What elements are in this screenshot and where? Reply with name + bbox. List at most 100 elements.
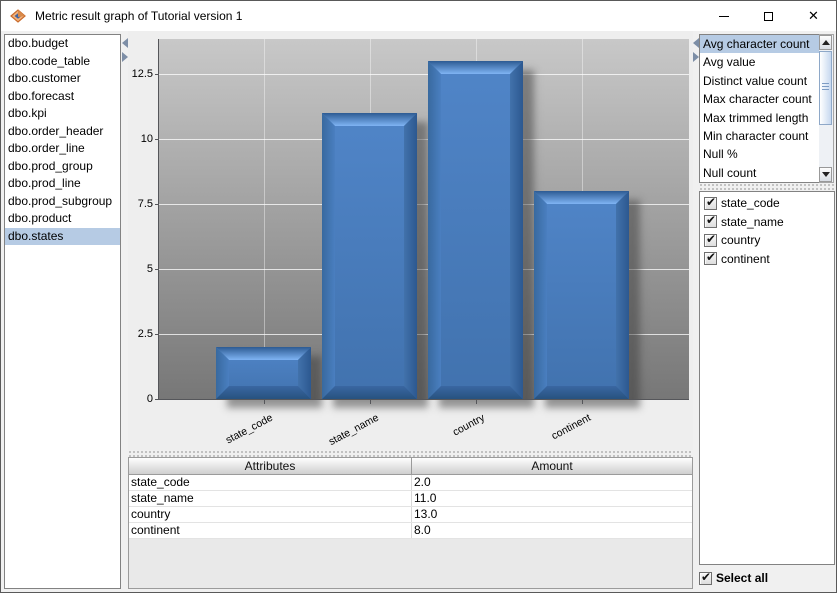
chart-bar: [534, 191, 629, 399]
bar-bevel: [616, 191, 629, 399]
checkbox-icon[interactable]: [704, 213, 717, 229]
y-tick-label: 0: [146, 393, 153, 405]
bar-bevel: [534, 386, 629, 399]
right-split-collapse-icon[interactable]: [693, 38, 699, 48]
list-item[interactable]: Max trimmed length: [703, 110, 809, 125]
list-item[interactable]: dbo.prod_subgroup: [8, 193, 113, 208]
minimize-icon: [718, 15, 729, 17]
scroll-up-button[interactable]: [819, 35, 832, 50]
arrow-up-icon: [821, 40, 830, 45]
x-tick: [263, 399, 265, 404]
metric-bar-chart: 0 2.5 5 7.5 10 12.5 state_code state_name countr…: [128, 31, 693, 450]
list-item[interactable]: Null %: [703, 147, 738, 162]
checkbox-label: continent: [721, 251, 770, 266]
table-cell: 8.0: [414, 523, 431, 537]
metrics-columns-split-divider[interactable]: [699, 183, 835, 191]
chart-table-split-divider[interactable]: [128, 450, 693, 457]
right-split-expand-icon[interactable]: [693, 52, 699, 62]
list-item[interactable]: dbo.prod_group: [8, 158, 93, 173]
column-check-item[interactable]: state_code: [700, 194, 834, 213]
table-row[interactable]: country 13.0: [129, 507, 692, 523]
titlebar[interactable]: Metric result graph of Tutorial version …: [1, 1, 836, 31]
chart-bar: [322, 113, 417, 399]
list-item[interactable]: dbo.code_table: [8, 53, 91, 68]
maximize-button[interactable]: [746, 1, 791, 31]
y-gridline: [159, 139, 689, 140]
table-header-cell[interactable]: Amount: [531, 459, 573, 473]
list-item[interactable]: Avg character count: [700, 35, 819, 54]
y-tick-label: 2.5: [137, 328, 153, 340]
close-button[interactable]: ✕: [791, 1, 836, 31]
column-check-item[interactable]: country: [700, 231, 834, 250]
x-axis: [158, 399, 689, 400]
x-tick: [581, 399, 583, 404]
list-item[interactable]: dbo.order_line: [8, 141, 85, 155]
maximize-icon: [764, 11, 773, 21]
table-cell: 2.0: [414, 475, 431, 489]
split-expand-right-icon[interactable]: [122, 52, 128, 62]
metrics-scrollbar[interactable]: [819, 34, 834, 183]
bar-bevel: [428, 61, 523, 74]
app-icon: [10, 9, 26, 23]
table-header: Attributes Amount: [129, 458, 692, 475]
table-cell: 13.0: [414, 507, 438, 521]
list-item[interactable]: dbo.budget: [8, 36, 69, 50]
y-tick: [155, 74, 159, 75]
scrollbar-thumb[interactable]: [819, 51, 832, 125]
list-item[interactable]: Null count: [703, 165, 757, 180]
bar-bevel: [216, 347, 229, 399]
scroll-down-button[interactable]: [819, 167, 832, 182]
y-tick-label: 5: [146, 263, 153, 275]
chart-bar: [428, 61, 523, 399]
bar-bevel: [534, 191, 547, 399]
bar-bevel: [534, 191, 629, 204]
arrow-down-icon: [821, 172, 830, 177]
select-all-label: Select all: [716, 571, 769, 585]
table-cell: continent: [129, 523, 412, 538]
column-check-item[interactable]: state_name: [700, 213, 834, 232]
list-item[interactable]: Max character count: [703, 92, 812, 107]
select-all-checkbox[interactable]: [699, 570, 712, 585]
bar-bevel: [298, 347, 311, 399]
table-row[interactable]: state_code 2.0: [129, 475, 692, 491]
y-gridline: [159, 74, 689, 75]
y-tick: [155, 269, 159, 270]
y-tick: [155, 139, 159, 140]
bar-bevel: [216, 347, 311, 360]
table-row[interactable]: continent 8.0: [129, 523, 692, 539]
bar-bevel: [510, 61, 523, 399]
column-check-item[interactable]: continent: [700, 250, 834, 269]
x-tick: [475, 399, 477, 404]
table-row[interactable]: state_name 11.0: [129, 491, 692, 507]
minimize-button[interactable]: [701, 1, 746, 31]
split-collapse-left-icon[interactable]: [122, 38, 128, 48]
list-item[interactable]: dbo.kpi: [8, 106, 47, 120]
list-item[interactable]: Min character count: [703, 128, 809, 143]
chart-bar: [216, 347, 311, 399]
table-header-cell[interactable]: Attributes: [129, 458, 412, 474]
checkbox-icon[interactable]: [704, 195, 717, 210]
y-gridline: [159, 269, 689, 270]
select-all-row[interactable]: Select all: [699, 566, 835, 590]
y-gridline: [159, 204, 689, 205]
table-cell: state_name: [129, 491, 412, 506]
result-table: Attributes Amount state_code 2.0 state_name 1…: [128, 457, 693, 589]
list-item[interactable]: Avg value: [703, 55, 756, 70]
list-item[interactable]: dbo.states: [5, 227, 120, 245]
checkbox-icon[interactable]: [704, 232, 717, 247]
window-title: Metric result graph of Tutorial version …: [35, 9, 243, 23]
bar-bevel: [322, 113, 417, 126]
metrics-list: Avg character count Avg value Distinct val…: [699, 34, 820, 183]
list-item[interactable]: Distinct value count: [703, 73, 808, 88]
bar-bevel: [428, 61, 441, 399]
y-tick-label: 12.5: [131, 68, 153, 80]
list-item[interactable]: dbo.order_header: [8, 123, 104, 138]
checkbox-icon[interactable]: [704, 250, 717, 266]
list-item[interactable]: dbo.forecast: [8, 88, 75, 103]
list-item[interactable]: dbo.product: [8, 211, 72, 225]
list-item[interactable]: dbo.prod_line: [8, 176, 81, 190]
bar-bevel: [216, 386, 311, 399]
list-item[interactable]: dbo.customer: [8, 71, 81, 85]
